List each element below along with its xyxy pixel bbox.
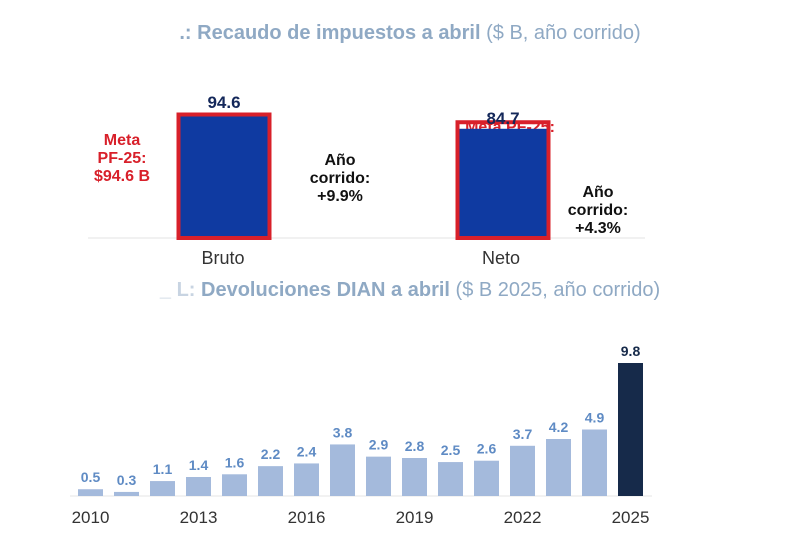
- chart1-title-main: Recaudo de impuestos a abril: [197, 22, 481, 44]
- bar-2020: [438, 462, 463, 496]
- bruto-growth-line3: +9.9%: [317, 188, 363, 205]
- xtick-2025: 2025: [612, 508, 650, 527]
- neto-growth-label: Año corrido: +4.3%: [548, 184, 648, 238]
- chart1-title-prefix: .:: [179, 22, 192, 44]
- value-label-2024: 4.9: [585, 410, 605, 426]
- value-label-2020: 2.5: [441, 442, 461, 458]
- chart1-category-neto: Neto: [481, 248, 521, 268]
- bruto-growth-label: Año corrido: +9.9%: [290, 152, 390, 206]
- bar-2011: [114, 491, 139, 496]
- value-label-2010: 0.5: [81, 469, 101, 485]
- bar-2018: [366, 456, 391, 496]
- chart2-title-unit: ($ B 2025, año corrido): [455, 279, 661, 301]
- bar-2021: [474, 460, 499, 496]
- xtick-2013: 2013: [180, 508, 218, 527]
- bar-2010: [78, 489, 103, 496]
- bar-2012: [150, 481, 175, 496]
- bar-2015: [258, 466, 283, 496]
- neto-growth-line3: +4.3%: [575, 220, 621, 237]
- value-label-2011: 0.3: [117, 472, 137, 488]
- value-label-2014: 1.6: [225, 454, 245, 470]
- bar-2019: [402, 458, 427, 496]
- target-frame-neto: [455, 120, 551, 240]
- bruto-growth-line2: corrido:: [309, 170, 371, 187]
- bar-2017: [330, 444, 355, 496]
- chart1-plot: 94.6 84.7: [88, 93, 645, 240]
- chart2-title-prefix: _ L:: [159, 279, 196, 301]
- value-label-2023: 4.2: [549, 419, 569, 435]
- chart2-title: _ L: Devoluciones DIAN a abril ($ B 2025…: [130, 279, 690, 302]
- bar-2023: [546, 439, 571, 496]
- xtick-2022: 2022: [504, 508, 542, 527]
- chart1-category-bruto: Bruto: [201, 248, 245, 268]
- chart1-title-unit: ($ B, año corrido): [486, 22, 641, 44]
- bruto-target-line2: PF-25:: [97, 150, 147, 167]
- xtick-2019: 2019: [396, 508, 434, 527]
- xtick-2016: 2016: [288, 508, 326, 527]
- value-label-2019: 2.8: [405, 438, 425, 454]
- value-label-2017: 3.8: [333, 424, 353, 440]
- bar-2025: [618, 363, 643, 496]
- value-label-2021: 2.6: [477, 441, 497, 457]
- bar-neto: [459, 128, 547, 238]
- value-label-2022: 3.7: [513, 426, 533, 442]
- bar-2016: [294, 463, 319, 496]
- value-label-2015: 2.2: [261, 446, 281, 462]
- chart2-title-main: Devoluciones DIAN a abril: [201, 279, 450, 301]
- bruto-target-label: Meta PF-25: $94.6 B: [72, 132, 172, 186]
- value-label-2018: 2.9: [369, 437, 389, 453]
- neto-growth-line1: Año: [582, 184, 614, 201]
- value-label-2016: 2.4: [297, 443, 317, 459]
- bar-bruto: [180, 116, 268, 238]
- bar-2024: [582, 429, 607, 496]
- chart1-title: .: Recaudo de impuestos a abril ($ B, añ…: [160, 22, 660, 45]
- bruto-target-line3: $94.6 B: [93, 168, 151, 185]
- value-label-bruto: 94.6: [207, 93, 240, 112]
- value-label-2013: 1.4: [189, 457, 209, 473]
- chart2-plot: 0.5 0.3 1.1 1.4 1.6 2.2 2.4 3.8 2.9 2.8 2.5 2.6 3.7 4…: [70, 343, 652, 527]
- bruto-target-line1: Meta: [103, 132, 141, 149]
- value-label-2012: 1.1: [153, 461, 173, 477]
- xtick-2010: 2010: [72, 508, 110, 527]
- bar-2013: [186, 477, 211, 496]
- neto-growth-line2: corrido:: [567, 202, 629, 219]
- bar-2022: [510, 445, 535, 496]
- target-frame-bruto: [176, 112, 272, 240]
- bar-2014: [222, 474, 247, 496]
- value-label-2025: 9.8: [621, 343, 641, 359]
- value-label-neto: 84.7: [486, 109, 519, 128]
- bruto-growth-line1: Año: [324, 152, 356, 169]
